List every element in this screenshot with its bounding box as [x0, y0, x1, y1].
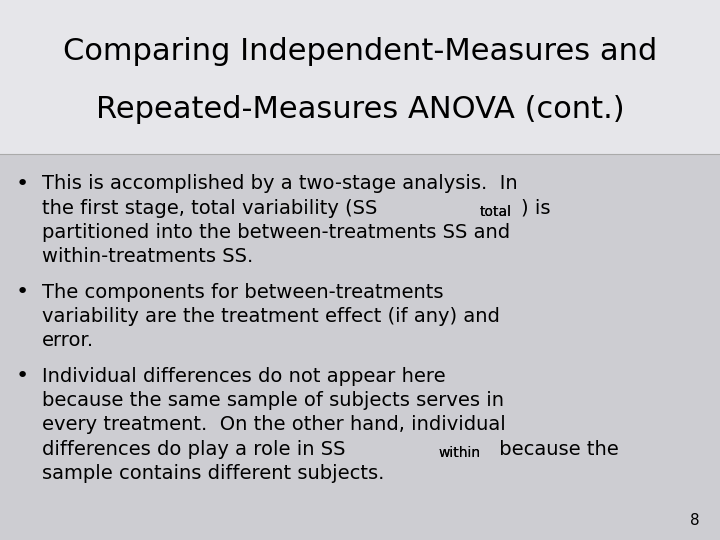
Text: total: total — [480, 205, 512, 219]
Text: variability are the treatment effect (if any) and: variability are the treatment effect (if… — [42, 307, 500, 326]
Text: every treatment.  On the other hand, individual: every treatment. On the other hand, indi… — [42, 415, 505, 434]
Text: because the same sample of subjects serves in: because the same sample of subjects serv… — [42, 391, 504, 410]
Text: partitioned into the between-treatments SS and: partitioned into the between-treatments … — [42, 223, 510, 242]
Text: within-treatments SS.: within-treatments SS. — [42, 247, 253, 266]
Text: •: • — [15, 282, 29, 302]
Text: The components for between-treatments: The components for between-treatments — [42, 283, 444, 302]
Text: the first stage, total variability (SS: the first stage, total variability (SS — [42, 199, 382, 218]
Text: sample contains different subjects.: sample contains different subjects. — [42, 464, 384, 483]
Text: Repeated-Measures ANOVA (cont.): Repeated-Measures ANOVA (cont.) — [96, 96, 624, 125]
Text: 8: 8 — [690, 513, 700, 528]
Text: differences do play a role in SS: differences do play a role in SS — [42, 440, 349, 458]
Text: within: within — [438, 446, 481, 460]
Text: ) is: ) is — [521, 199, 551, 218]
Text: Individual differences do not appear here: Individual differences do not appear her… — [42, 367, 446, 386]
Text: •: • — [15, 174, 29, 194]
Text: Comparing Independent-Measures and: Comparing Independent-Measures and — [63, 37, 657, 66]
Text: within: within — [438, 446, 481, 460]
Text: total: total — [480, 205, 512, 219]
Text: error.: error. — [42, 332, 94, 350]
Text: because the: because the — [493, 440, 618, 458]
Text: •: • — [15, 366, 29, 386]
FancyBboxPatch shape — [0, 0, 720, 154]
Text: This is accomplished by a two-stage analysis.  In: This is accomplished by a two-stage anal… — [42, 174, 518, 193]
